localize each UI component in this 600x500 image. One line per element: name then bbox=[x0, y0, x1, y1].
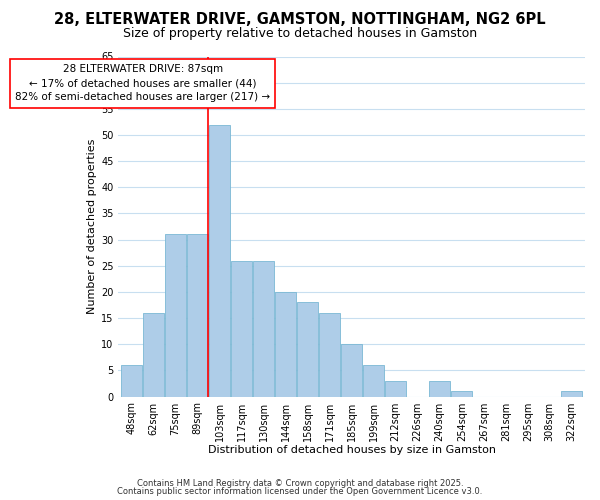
Bar bbox=[231, 260, 252, 396]
Y-axis label: Number of detached properties: Number of detached properties bbox=[87, 139, 97, 314]
Text: Contains public sector information licensed under the Open Government Licence v3: Contains public sector information licen… bbox=[118, 487, 482, 496]
Bar bbox=[121, 365, 142, 396]
Bar bbox=[187, 234, 208, 396]
Text: Size of property relative to detached houses in Gamston: Size of property relative to detached ho… bbox=[123, 28, 477, 40]
Bar bbox=[429, 381, 450, 396]
Bar bbox=[385, 381, 406, 396]
Bar bbox=[341, 344, 362, 397]
Text: Contains HM Land Registry data © Crown copyright and database right 2025.: Contains HM Land Registry data © Crown c… bbox=[137, 478, 463, 488]
Bar bbox=[165, 234, 186, 396]
Bar bbox=[143, 313, 164, 396]
Bar bbox=[319, 313, 340, 396]
Bar bbox=[451, 392, 472, 396]
Bar bbox=[275, 292, 296, 397]
Bar bbox=[562, 392, 582, 396]
X-axis label: Distribution of detached houses by size in Gamston: Distribution of detached houses by size … bbox=[208, 445, 496, 455]
Bar bbox=[253, 260, 274, 396]
Bar bbox=[297, 302, 318, 396]
Text: 28 ELTERWATER DRIVE: 87sqm
← 17% of detached houses are smaller (44)
82% of semi: 28 ELTERWATER DRIVE: 87sqm ← 17% of deta… bbox=[15, 64, 270, 102]
Text: 28, ELTERWATER DRIVE, GAMSTON, NOTTINGHAM, NG2 6PL: 28, ELTERWATER DRIVE, GAMSTON, NOTTINGHA… bbox=[54, 12, 546, 28]
Bar bbox=[209, 124, 230, 396]
Bar bbox=[363, 365, 384, 396]
